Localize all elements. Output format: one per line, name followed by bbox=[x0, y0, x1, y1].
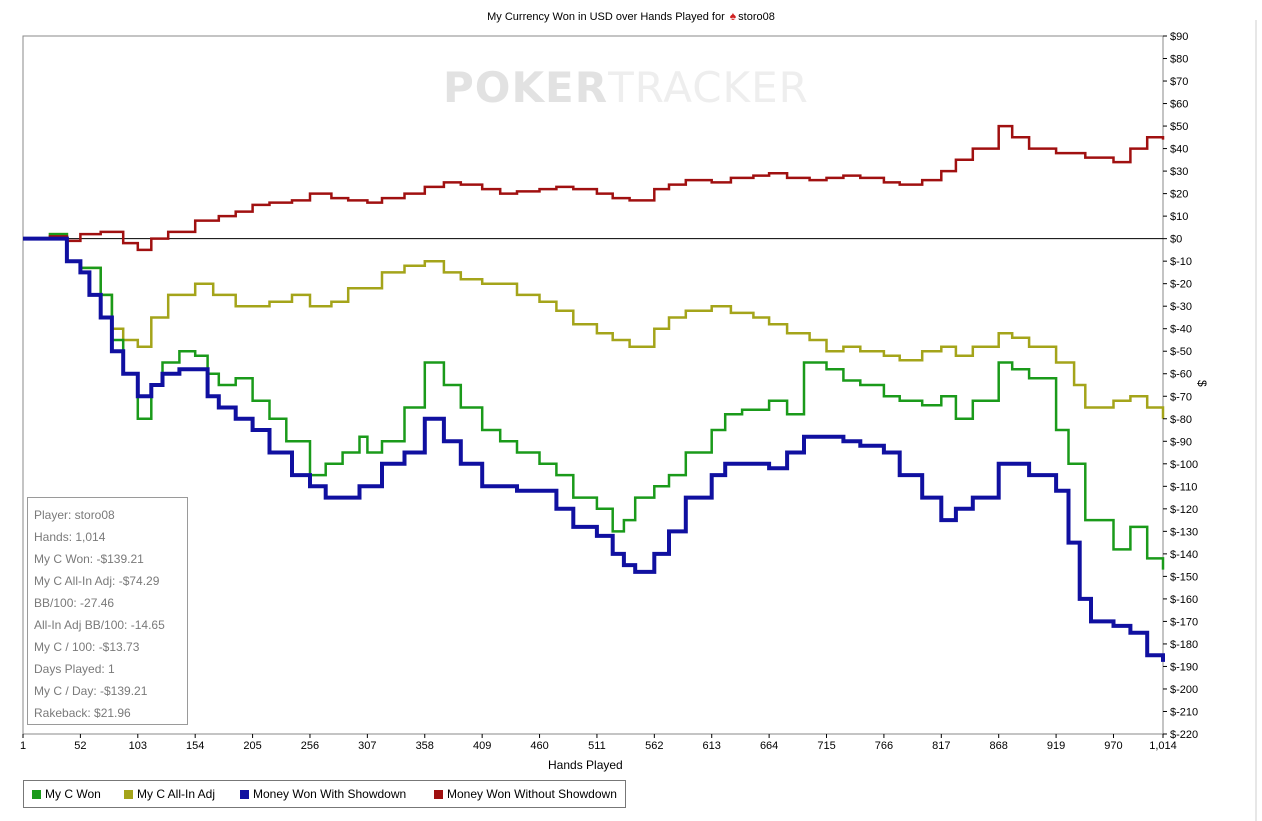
y-tick-label: $-220 bbox=[1170, 729, 1198, 741]
x-tick-label: 613 bbox=[703, 740, 721, 752]
y-tick-label: $-80 bbox=[1170, 414, 1192, 426]
y-tick-label: $-50 bbox=[1170, 346, 1192, 358]
x-tick-label: 1,014 bbox=[1149, 740, 1177, 752]
x-tick-label: 919 bbox=[1047, 740, 1065, 752]
y-tick-label: $40 bbox=[1170, 144, 1188, 156]
stat-bb100: BB/100: -27.46 bbox=[34, 596, 115, 610]
legend-item[interactable]: Money Won Without Showdown bbox=[434, 787, 617, 801]
y-tick-label: $60 bbox=[1170, 99, 1188, 111]
x-tick-label: 409 bbox=[473, 740, 491, 752]
x-tick-label: 103 bbox=[129, 740, 147, 752]
y-tick-label: $80 bbox=[1170, 54, 1188, 66]
y-tick-label: $30 bbox=[1170, 166, 1188, 178]
y-tick-label: $90 bbox=[1170, 31, 1188, 43]
stats-box: Player: storo08 Hands: 1,014 My C Won: -… bbox=[27, 497, 188, 725]
stat-days-played: Days Played: 1 bbox=[34, 662, 115, 676]
plot-area bbox=[22, 35, 1164, 735]
chart-legend: My C Won My C All-In Adj Money Won With … bbox=[23, 780, 626, 808]
x-tick-label: 664 bbox=[760, 740, 778, 752]
y-tick-label: $-140 bbox=[1170, 549, 1198, 561]
y-tick-label: $-150 bbox=[1170, 571, 1198, 583]
spade-icon: ♠ bbox=[729, 9, 737, 23]
y-tick-label: $-130 bbox=[1170, 526, 1198, 538]
y-tick-label: $-30 bbox=[1170, 301, 1192, 313]
legend-swatch bbox=[32, 790, 41, 799]
stat-c-per-day: My C / Day: -$139.21 bbox=[34, 684, 148, 698]
x-tick-label: 868 bbox=[990, 740, 1008, 752]
stat-won: My C Won: -$139.21 bbox=[34, 552, 144, 566]
x-axis-title: Hands Played bbox=[548, 758, 623, 772]
x-tick-label: 460 bbox=[530, 740, 548, 752]
y-tick-label: $-200 bbox=[1170, 684, 1198, 696]
y-tick-label: $-70 bbox=[1170, 391, 1192, 403]
legend-item[interactable]: My C All-In Adj bbox=[124, 787, 215, 801]
x-tick-label: 154 bbox=[186, 740, 204, 752]
legend-swatch bbox=[124, 790, 133, 799]
stat-rakeback: Rakeback: $21.96 bbox=[34, 706, 131, 720]
series-line-my-c-all-in-adj bbox=[23, 232, 1165, 419]
chart-title: My Currency Won in USD over Hands Played… bbox=[0, 9, 1262, 23]
x-tick-label: 1 bbox=[20, 740, 26, 752]
y-axis-title: $ bbox=[1195, 380, 1209, 387]
legend-label: Money Won With Showdown bbox=[253, 787, 407, 801]
y-tick-label: $-210 bbox=[1170, 706, 1198, 718]
y-tick-label: $-190 bbox=[1170, 661, 1198, 673]
legend-swatch bbox=[240, 790, 249, 799]
stat-c-per-100: My C / 100: -$13.73 bbox=[34, 640, 140, 654]
y-tick-label: $-100 bbox=[1170, 459, 1198, 471]
y-tick-label: $20 bbox=[1170, 189, 1188, 201]
chart-title-text: My Currency Won in USD over Hands Played… bbox=[487, 11, 725, 23]
x-tick-label: 358 bbox=[416, 740, 434, 752]
legend-label: Money Won Without Showdown bbox=[447, 787, 617, 801]
y-tick-label: $-20 bbox=[1170, 279, 1192, 291]
legend-item[interactable]: Money Won With Showdown bbox=[240, 787, 406, 801]
x-tick-label: 766 bbox=[875, 740, 893, 752]
stat-allin-adj: My C All-In Adj: -$74.29 bbox=[34, 574, 160, 588]
y-tick-label: $-180 bbox=[1170, 639, 1198, 651]
stat-hands: Hands: 1,014 bbox=[34, 530, 106, 544]
legend-label: My C Won bbox=[45, 787, 101, 801]
x-tick-label: 205 bbox=[243, 740, 261, 752]
y-tick-label: $70 bbox=[1170, 76, 1188, 88]
y-tick-label: $-40 bbox=[1170, 324, 1192, 336]
x-tick-label: 256 bbox=[301, 740, 319, 752]
y-tick-label: $-60 bbox=[1170, 369, 1192, 381]
legend-item[interactable]: My C Won bbox=[32, 787, 101, 801]
x-tick-label: 511 bbox=[588, 740, 606, 752]
series-line-money-won-without-showdown bbox=[23, 124, 1165, 252]
x-tick-label: 562 bbox=[645, 740, 663, 752]
legend-label: My C All-In Adj bbox=[137, 787, 216, 801]
y-tick-label: $-120 bbox=[1170, 504, 1198, 516]
y-tick-label: $0 bbox=[1170, 234, 1182, 246]
x-tick-label: 970 bbox=[1104, 740, 1122, 752]
x-tick-label: 307 bbox=[358, 740, 376, 752]
chart-title-player: storo08 bbox=[738, 11, 775, 23]
y-tick-label: $-110 bbox=[1170, 481, 1197, 493]
x-tick-label: 817 bbox=[932, 740, 950, 752]
x-tick-label: 52 bbox=[74, 740, 86, 752]
series-line-money-won-with-showdown bbox=[23, 236, 1165, 662]
x-tick-label: 715 bbox=[817, 740, 835, 752]
y-tick-label: $10 bbox=[1170, 211, 1188, 223]
stat-allin-bb100: All-In Adj BB/100: -14.65 bbox=[34, 618, 165, 632]
y-tick-label: $50 bbox=[1170, 121, 1188, 133]
series-line-my-c-won bbox=[23, 232, 1165, 570]
legend-swatch bbox=[434, 790, 443, 799]
y-tick-label: $-170 bbox=[1170, 616, 1198, 628]
stat-player: Player: storo08 bbox=[34, 508, 115, 522]
y-tick-label: $-160 bbox=[1170, 594, 1198, 606]
y-tick-label: $-10 bbox=[1170, 256, 1192, 268]
y-tick-label: $-90 bbox=[1170, 436, 1192, 448]
pokertracker-watermark: POKERTRACKER bbox=[443, 63, 809, 112]
